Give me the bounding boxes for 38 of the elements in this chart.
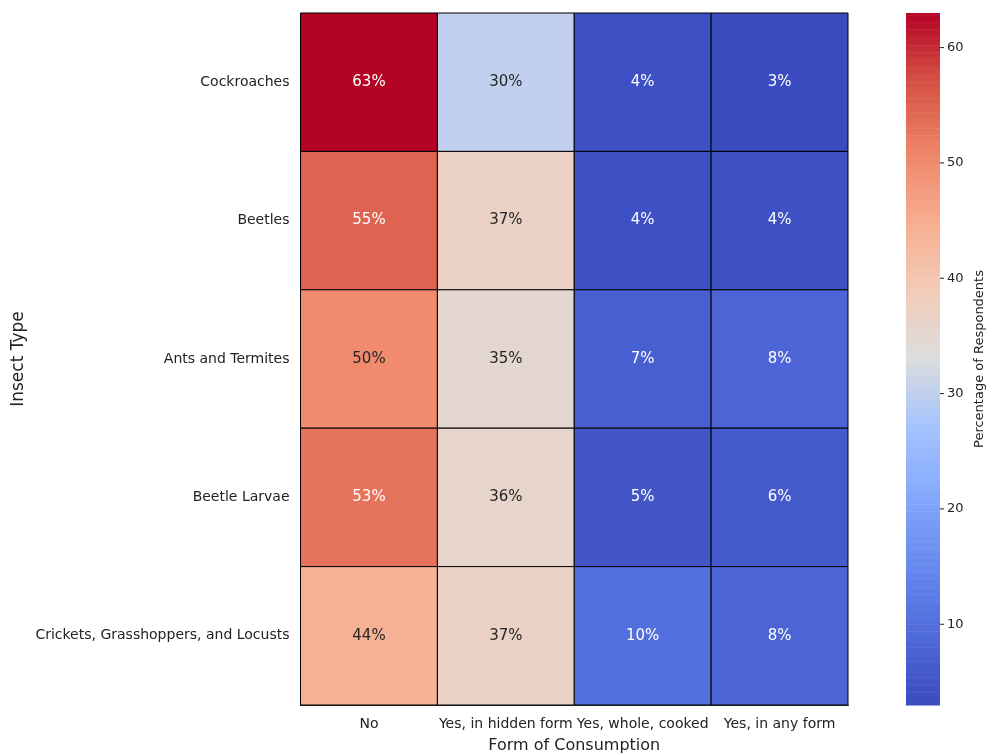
data-label: 10% [626,625,660,644]
data-label: 8% [767,348,792,367]
data-label: 63% [352,72,386,91]
y-tick-label: Beetle Larvae [192,488,290,505]
color-bar-label: 40 [947,269,964,285]
color-bar-label: 10 [947,615,964,631]
data-label: 44% [352,625,386,644]
data-label: 3% [767,72,792,91]
x-axis-title: Form of Consumption [488,734,661,754]
data-label: 4% [630,210,655,229]
data-label: 4% [630,72,655,91]
data-label: 35% [489,348,523,367]
x-tick-label: Yes, in hidden form [437,715,573,732]
data-label: 50% [352,348,386,367]
data-label: 55% [352,210,386,229]
data-label: 37% [489,625,523,644]
data-label: 7% [630,348,655,367]
x-tick-label: No [359,715,379,732]
data-label: 6% [767,487,792,506]
y-axis-title: Insect Type [6,311,27,407]
color-bar-label: 60 [947,38,964,54]
data-label: 5% [630,487,655,506]
x-tick-label: Yes, whole, cooked [575,715,709,732]
color-bar-label: 50 [947,154,964,170]
data-label: 37% [489,210,523,229]
color-bar-title: Percentage of Respondents [971,269,987,448]
data-label: 36% [489,487,523,506]
data-label: 4% [767,210,792,229]
data-label: 53% [352,487,386,506]
y-tick-label: Cockroaches [200,72,290,89]
x-tick-label: Yes, in any form [722,715,836,732]
color-bar-label: 20 [947,500,964,516]
y-tick-label: Crickets, Grasshoppers, and Locusts [35,626,290,643]
y-tick-label: Beetles [237,211,290,228]
color-bar-label: 30 [947,384,964,400]
y-tick-label: Ants and Termites [163,349,290,366]
data-label: 8% [767,625,792,644]
data-label: 30% [489,72,523,91]
